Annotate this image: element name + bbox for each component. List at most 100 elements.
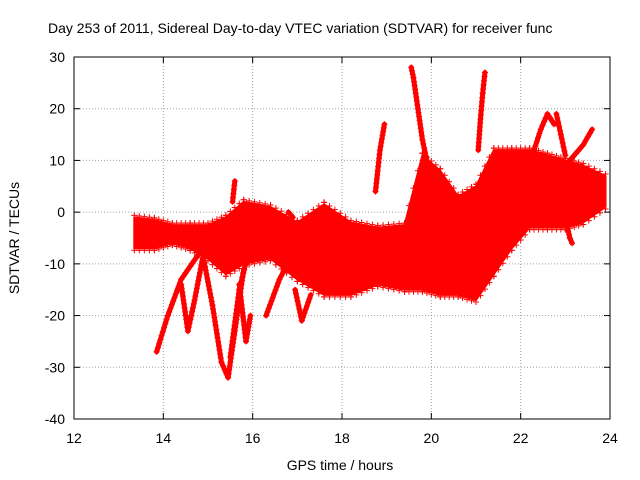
data-point-marker [556, 123, 563, 130]
data-point-marker [580, 141, 587, 148]
data-point-marker [262, 200, 269, 207]
data-point-marker [432, 292, 439, 299]
data-point-marker [280, 268, 287, 275]
data-point-marker [321, 293, 328, 300]
data-point-marker [263, 312, 270, 319]
sdtvar-track [475, 69, 488, 154]
data-point-marker [181, 304, 188, 311]
data-point-marker [215, 338, 222, 345]
data-point-marker [146, 247, 153, 254]
data-point-marker [306, 295, 313, 302]
data-point-marker [562, 155, 569, 162]
data-point-marker [155, 216, 162, 223]
data-point-marker [216, 346, 223, 353]
data-point-marker [422, 149, 429, 156]
data-point-marker [419, 288, 426, 295]
data-point-marker [537, 126, 544, 133]
data-point-marker [408, 67, 415, 74]
data-point-marker [419, 136, 426, 143]
data-point-marker [292, 286, 299, 293]
data-point-marker [217, 350, 224, 357]
data-point-marker [413, 97, 420, 104]
y-tick-label: -40 [45, 411, 65, 427]
data-point-marker [244, 331, 251, 338]
data-point-marker [499, 260, 506, 267]
data-point-marker [416, 117, 423, 124]
data-point-marker [284, 261, 291, 268]
data-point-marker [251, 260, 258, 267]
data-point-marker [446, 178, 453, 185]
data-point-marker [585, 217, 592, 224]
data-point-marker [187, 316, 194, 323]
data-point-marker [136, 247, 143, 254]
data-point-marker [450, 185, 457, 192]
data-point-marker [294, 298, 301, 305]
data-point-marker [283, 211, 290, 218]
data-point-marker [554, 115, 561, 122]
data-point-marker [544, 150, 551, 157]
data-point-marker [369, 221, 376, 228]
data-point-marker [271, 290, 278, 297]
y-tick-label: -10 [45, 256, 65, 272]
data-point-marker [390, 286, 397, 293]
data-point-marker [180, 273, 187, 280]
data-point-marker [282, 265, 289, 272]
data-point-marker [231, 268, 238, 275]
data-point-marker [246, 197, 253, 204]
data-point-marker [374, 222, 381, 229]
data-point-marker [539, 122, 546, 129]
data-point-marker [212, 322, 219, 329]
x-tick-label: 24 [602, 430, 618, 446]
sdtvar-track [372, 121, 388, 195]
data-point-marker [459, 189, 466, 196]
data-point-marker [417, 121, 424, 128]
data-point-marker [286, 257, 293, 264]
data-point-marker [278, 265, 285, 272]
data-point-marker [287, 254, 294, 261]
data-point-marker [381, 121, 388, 128]
data-point-marker [184, 328, 191, 335]
data-point-marker [409, 71, 416, 78]
data-point-marker [178, 244, 185, 251]
data-point-marker [378, 136, 385, 143]
data-point-marker [155, 246, 162, 253]
data-point-marker [326, 203, 333, 210]
data-point-marker [422, 153, 429, 160]
data-point-marker [156, 340, 163, 347]
data-point-marker [540, 148, 546, 155]
data-point-marker [269, 294, 276, 301]
data-point-marker [602, 205, 609, 212]
data-point-marker [396, 287, 403, 294]
data-point-marker [415, 109, 422, 116]
data-point-marker [571, 158, 578, 165]
sdtvar-track [566, 126, 596, 164]
data-point-marker [245, 250, 252, 257]
data-point-marker [596, 209, 603, 216]
y-tick-label: 10 [49, 152, 65, 168]
data-point-marker [566, 156, 573, 163]
data-point-marker [412, 90, 419, 97]
data-point-marker [283, 270, 290, 277]
data-point-marker [233, 310, 240, 317]
data-point-marker [531, 146, 538, 153]
data-point-marker [210, 310, 217, 317]
data-point-marker [411, 82, 418, 89]
data-point-marker [561, 148, 568, 155]
data-point-marker [172, 290, 179, 297]
x-tick-label: 14 [156, 430, 172, 446]
data-point-marker [205, 257, 211, 264]
sdtvar-track [553, 110, 569, 159]
data-point-marker [267, 301, 274, 308]
sdtvar-track [200, 255, 247, 381]
data-point-marker [212, 318, 219, 325]
data-point-marker [580, 160, 587, 167]
data-point-marker [205, 278, 211, 285]
data-point-marker [416, 113, 423, 120]
data-point-marker [209, 261, 216, 268]
data-point-marker [220, 362, 227, 369]
data-point-marker [146, 214, 153, 221]
data-point-marker [575, 159, 582, 166]
data-point-marker [481, 163, 488, 170]
data-point-marker [364, 220, 371, 227]
data-point-marker [233, 306, 240, 313]
